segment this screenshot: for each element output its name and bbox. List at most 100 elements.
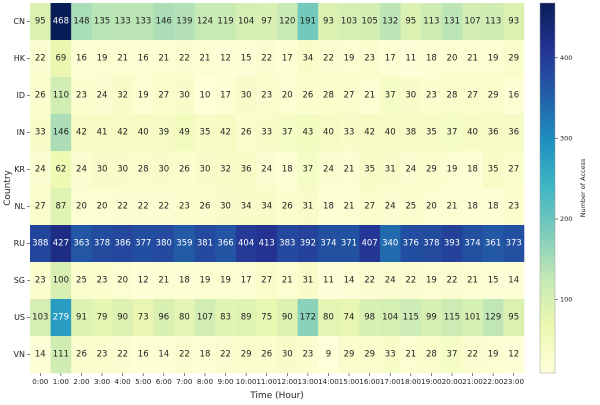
heatmap-cell — [256, 299, 278, 337]
heatmap-cell — [71, 3, 93, 41]
heatmap-cell — [50, 114, 72, 152]
heatmap-cell — [277, 336, 298, 374]
heatmap-cell-value: 26 — [200, 202, 211, 212]
heatmap-cell-value: 20 — [447, 54, 458, 64]
heatmap-cell — [462, 77, 484, 115]
heatmap-cell-value: 34 — [241, 202, 252, 212]
heatmap-cell-value: 18 — [200, 350, 211, 360]
heatmap-cell-value: 129 — [485, 313, 501, 323]
heatmap-cell-value: 19 — [97, 54, 108, 64]
heatmap-cell — [441, 262, 463, 300]
heatmap-cell — [235, 225, 257, 263]
heatmap-cell-value: 27 — [508, 165, 519, 175]
heatmap-cell — [503, 3, 525, 41]
heatmap-cell — [503, 114, 525, 152]
heatmap-cell — [256, 114, 278, 152]
heatmap-cell-value: 21 — [117, 54, 128, 64]
heatmap-cell — [441, 225, 463, 263]
heatmap-cell-value: 371 — [341, 239, 357, 249]
heatmap-cell-value: 113 — [423, 17, 439, 27]
heatmap-cell-value: 74 — [344, 313, 355, 323]
heatmap-cell-value: 20 — [117, 276, 128, 286]
colorbar-tick-label: 100 — [560, 296, 572, 304]
heatmap-cell-value: 62 — [55, 165, 66, 175]
x-tick-label: 3:00 — [94, 377, 111, 386]
heatmap-cell-value: 29 — [426, 165, 437, 175]
heatmap-cell — [112, 188, 134, 226]
heatmap-cell — [235, 77, 257, 115]
heatmap-cell — [338, 299, 360, 337]
heatmap-cell — [50, 3, 72, 41]
heatmap-cells — [30, 3, 525, 374]
heatmap-cell — [194, 225, 216, 263]
heatmap-cell-value: 135 — [94, 17, 110, 27]
x-tick-label: 23:00 — [503, 377, 524, 386]
heatmap-cell-value: 28 — [138, 165, 149, 175]
heatmap-cell-value: 12 — [508, 350, 519, 360]
heatmap-cell — [91, 40, 113, 78]
heatmap-cell-value: 373 — [506, 239, 522, 249]
heatmap-cell — [71, 299, 93, 337]
heatmap-cell — [441, 188, 463, 226]
heatmap-cell-value: 17 — [385, 54, 396, 64]
heatmap-cell — [421, 262, 442, 300]
heatmap-cell — [112, 225, 134, 263]
x-tick-label: 7:00 — [176, 377, 193, 386]
heatmap-cell — [441, 77, 463, 115]
heatmap-cell — [421, 225, 442, 263]
heatmap-cell — [71, 114, 93, 152]
heatmap-cell-value: 91 — [76, 313, 87, 323]
heatmap-cell-value: 22 — [323, 54, 334, 64]
heatmap-cell — [132, 40, 154, 78]
heatmap-cell — [112, 151, 134, 189]
heatmap-cell-value: 115 — [403, 313, 419, 323]
heatmap-cell — [91, 336, 113, 374]
x-tick-label: 6:00 — [156, 377, 173, 386]
heatmap-cell — [421, 188, 442, 226]
heatmap-cell — [112, 3, 134, 41]
heatmap-cell-value: 26 — [76, 350, 87, 360]
heatmap-cell-value: 378 — [423, 239, 439, 249]
heatmap-cell — [318, 262, 340, 300]
heatmap-cell-value: 19 — [344, 54, 355, 64]
heatmap-cell-value: 22 — [447, 276, 458, 286]
heatmap-cell-value: 99 — [426, 313, 437, 323]
heatmap-cell-value: 35 — [200, 128, 211, 138]
heatmap-cell-value: 22 — [467, 350, 478, 360]
heatmap-cell-value: 80 — [323, 313, 334, 323]
heatmap-cell — [174, 77, 195, 115]
heatmap-cell — [482, 114, 504, 152]
heatmap-cell — [400, 336, 422, 374]
heatmap-cell-value: 413 — [259, 239, 275, 249]
heatmap-cell — [215, 299, 237, 337]
heatmap-cell — [482, 299, 504, 337]
heatmap-cell-value: 377 — [135, 239, 151, 249]
heatmap-cell-value: 388 — [32, 239, 48, 249]
heatmap-cell-value: 37 — [302, 165, 313, 175]
heatmap-cell-value: 89 — [241, 313, 252, 323]
heatmap-cell — [174, 225, 195, 263]
heatmap-cell-value: 27 — [364, 202, 375, 212]
heatmap-cell-value: 11 — [405, 54, 416, 64]
heatmap-cell — [194, 114, 216, 152]
heatmap-cell — [277, 40, 298, 78]
x-tick-label: 8:00 — [197, 377, 214, 386]
heatmap-cell — [318, 40, 340, 78]
heatmap-cell — [338, 77, 360, 115]
heatmap-cell-value: 17 — [241, 276, 252, 286]
heatmap-cell-value: 23 — [97, 350, 108, 360]
heatmap-cell-value: 18 — [179, 276, 190, 286]
heatmap-cell-value: 30 — [220, 202, 231, 212]
heatmap-cell — [379, 77, 401, 115]
heatmap-cell — [462, 299, 484, 337]
heatmap-cell-value: 31 — [302, 276, 313, 286]
heatmap-cell-value: 42 — [76, 128, 87, 138]
heatmap-cell — [482, 225, 504, 263]
heatmap-cell-value: 23 — [261, 91, 272, 101]
heatmap-cell-value: 111 — [53, 350, 69, 360]
heatmap-cell — [359, 114, 381, 152]
heatmap-cell — [482, 3, 504, 41]
heatmap-cell-value: 24 — [385, 202, 396, 212]
heatmap-cell — [359, 299, 381, 337]
heatmap-cell — [441, 40, 463, 78]
